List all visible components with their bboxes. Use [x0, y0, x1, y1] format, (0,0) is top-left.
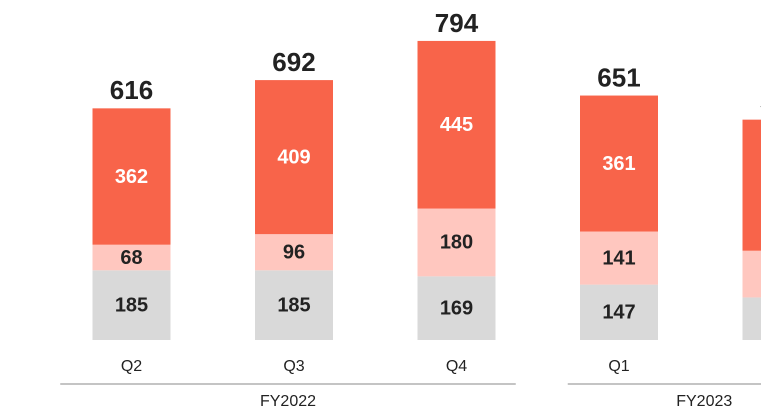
x-tick-label: Q1 [608, 358, 629, 375]
segment-label: 141 [602, 247, 635, 269]
segment-label: 68 [120, 247, 142, 269]
bar-segment [580, 284, 658, 340]
segment-label: 96 [283, 242, 305, 264]
segment-label: 185 [115, 294, 148, 316]
total-label: 651 [597, 62, 640, 92]
segment-label: 362 [115, 166, 148, 188]
bar-segment [580, 95, 658, 232]
group-label: FY2023 [676, 393, 732, 410]
segment-label: 409 [277, 146, 310, 168]
bar-segment [742, 297, 761, 340]
segment-label: 169 [440, 297, 473, 319]
bar-segment [417, 40, 496, 209]
segment-label: 185 [277, 294, 310, 316]
x-tick-label: Q2 [121, 358, 142, 375]
segment-label: 180 [440, 232, 473, 254]
bar-segment [92, 108, 171, 245]
bar-segment [255, 80, 333, 235]
segment-label: 361 [602, 153, 635, 175]
total-label: 794 [435, 8, 479, 38]
bar-segment [92, 244, 171, 271]
total-label: 616 [110, 75, 153, 105]
bar-segment [417, 208, 496, 277]
segment-label: 147 [602, 302, 635, 324]
group-label: FY2022 [260, 393, 316, 410]
bar-segment [92, 270, 171, 340]
bar-segment [580, 231, 658, 285]
bar-segment [742, 119, 761, 251]
segment-label: 445 [440, 114, 473, 136]
total-label: 692 [272, 47, 315, 77]
total-label: 586 [760, 87, 761, 117]
bar-segment [255, 234, 333, 271]
x-tick-label: Q3 [283, 358, 304, 375]
bar-segment [417, 276, 496, 340]
bar-segment [742, 250, 761, 298]
x-tick-label: Q4 [446, 358, 467, 375]
bar-segment [255, 270, 333, 340]
